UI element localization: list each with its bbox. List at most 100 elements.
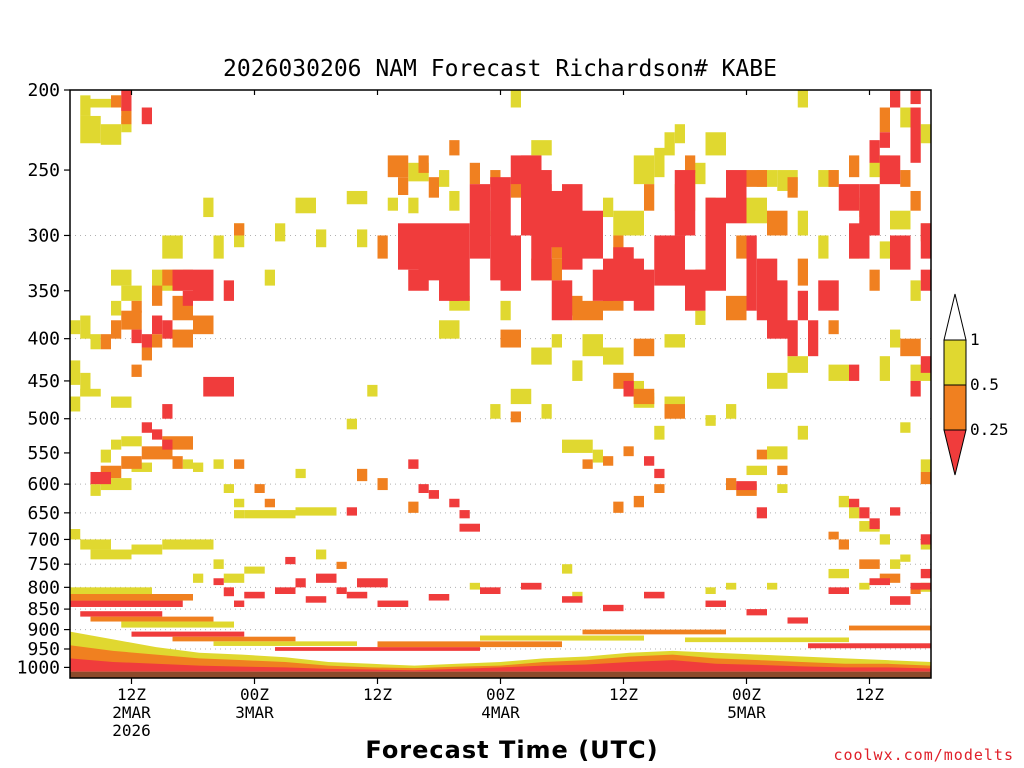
heatmap-cell-high	[695, 310, 706, 325]
heatmap-cell-mid	[131, 300, 142, 313]
heatmap-cell-mid	[428, 177, 439, 198]
heatmap-cell-mid	[100, 334, 111, 350]
low-level-band-mid	[70, 594, 193, 601]
heatmap-cell-high	[182, 459, 193, 469]
heatmap-cell-low	[859, 507, 870, 519]
heatmap-cell-high	[213, 559, 224, 569]
heatmap-cell-low	[869, 578, 890, 586]
heatmap-cell-high	[920, 124, 931, 144]
surface-layer-low	[70, 658, 931, 672]
heatmap-cell-low	[818, 280, 839, 311]
heatmap-cell-high	[295, 197, 316, 214]
low-level-band-mid	[849, 625, 931, 631]
heatmap-cell-mid	[746, 170, 767, 187]
heatmap-cell-mid	[900, 338, 921, 357]
heatmap-cell-low	[756, 507, 767, 519]
heatmap-cell-low	[213, 578, 224, 586]
heatmap-cell-low	[910, 582, 931, 590]
y-tick-label: 900	[27, 620, 60, 641]
low-level-band-high	[480, 635, 644, 641]
heatmap-cell-low	[162, 320, 173, 339]
heatmap-cell-mid	[900, 170, 911, 187]
heatmap-cell-low	[469, 184, 491, 259]
heatmap-cell-high	[70, 396, 81, 412]
x-tick-label: 2MAR	[112, 703, 151, 722]
heatmap-cell-mid	[254, 484, 265, 493]
heatmap-cell-low	[295, 578, 306, 588]
heatmap-cell-mid	[644, 184, 655, 211]
heatmap-cell-low	[203, 376, 234, 397]
heatmap-cell-high	[131, 544, 163, 555]
heatmap-cell-low	[582, 210, 603, 259]
heatmap-cell-low	[920, 269, 931, 291]
heatmap-cell-high	[449, 190, 460, 211]
heatmap-cell-mid	[172, 329, 193, 348]
heatmap-cell-high	[316, 229, 327, 248]
heatmap-cell-high	[121, 436, 142, 447]
heatmap-cell-low	[910, 90, 921, 105]
heatmap-cell-low	[500, 235, 521, 291]
heatmap-cell-high	[531, 347, 552, 365]
heatmap-cell-mid	[726, 478, 737, 491]
y-tick-label: 550	[27, 443, 60, 464]
heatmap-cell-high	[777, 484, 788, 493]
heatmap-cell-mid	[654, 484, 665, 493]
heatmap-cell-mid	[828, 531, 839, 540]
heatmap-cell-high	[562, 564, 573, 574]
heatmap-cell-low	[90, 471, 111, 485]
heatmap-cell-mid	[736, 235, 747, 259]
heatmap-cell-high	[787, 356, 808, 373]
heatmap-cell-low	[541, 190, 562, 248]
heatmap-cell-high	[70, 320, 81, 335]
heatmap-cell-low	[141, 422, 152, 433]
heatmap-cell-mid	[633, 388, 655, 405]
y-tick-label: 750	[27, 554, 60, 575]
y-tick-label: 700	[27, 529, 60, 550]
heatmap-cell-low	[223, 280, 234, 301]
heatmap-cell-mid	[828, 170, 839, 187]
heatmap-cell-high	[346, 418, 357, 430]
heatmap-cell-low	[746, 609, 767, 616]
y-tick-label: 350	[27, 281, 60, 302]
low-level-band-low	[131, 631, 245, 637]
heatmap-cell-high	[767, 446, 788, 460]
heatmap-cell-high	[890, 329, 901, 348]
heatmap-cell-high	[664, 132, 675, 156]
heatmap-cell-high	[531, 140, 552, 156]
chart-title: 2026030206 NAM Forecast Richardson# KABE	[223, 56, 777, 82]
heatmap-cell-high	[234, 498, 245, 508]
heatmap-cell-high	[879, 534, 890, 545]
heatmap-cell-low	[623, 380, 634, 397]
y-tick-label: 450	[27, 371, 60, 392]
x-tick-label: 12Z	[117, 685, 146, 704]
heatmap-cell-high	[920, 459, 931, 472]
heatmap-cell-high	[264, 269, 275, 286]
heatmap-cell-high	[818, 235, 829, 259]
heatmap-cell-mid	[582, 459, 593, 469]
heatmap-cell-high	[838, 495, 849, 508]
heatmap-cell-high	[890, 210, 911, 230]
heatmap-cell-high	[859, 582, 870, 590]
heatmap-cell-mid	[500, 329, 521, 348]
heatmap-cell-high	[100, 449, 111, 463]
heatmap-cell-mid	[756, 449, 767, 460]
heatmap-cell-high	[726, 404, 737, 419]
plot-frame	[69, 89, 932, 679]
heatmap-cell-high	[767, 372, 788, 389]
heatmap-cell-low	[336, 587, 347, 595]
heatmap-cell-high	[654, 147, 665, 178]
y-tick-label: 800	[27, 577, 60, 598]
heatmap-cell-low	[879, 132, 890, 148]
heatmap-cell-low	[654, 235, 685, 286]
heatmap-cell-low	[674, 170, 696, 236]
x-tick-label: 00Z	[486, 685, 515, 704]
heatmap-cell-mid	[121, 456, 142, 469]
heatmap-cell-low	[787, 320, 798, 357]
y-tick-label: 200	[27, 80, 60, 101]
heatmap-cell-low	[234, 600, 245, 607]
x-tick-label: 3MAR	[235, 703, 274, 722]
heatmap-cell-high	[100, 478, 132, 491]
heatmap-cell-high	[910, 280, 921, 301]
heatmap-cell-mid	[685, 155, 696, 173]
